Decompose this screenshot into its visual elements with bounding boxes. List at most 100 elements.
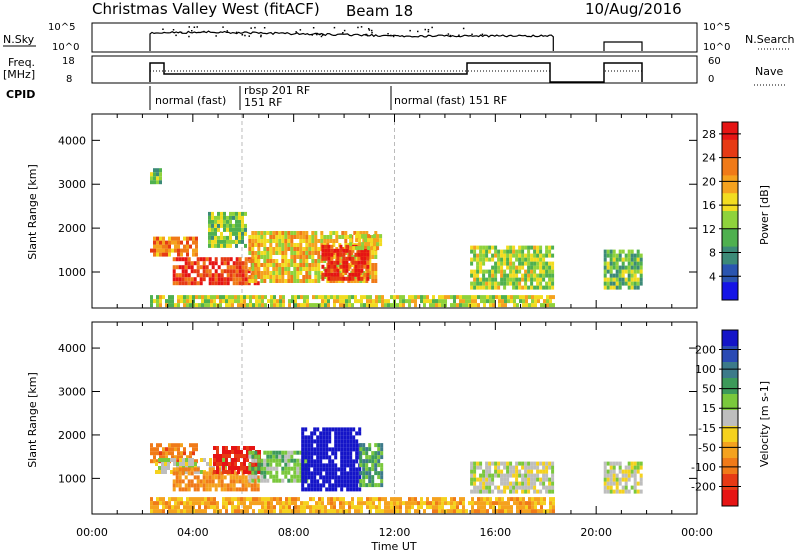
range-cell — [345, 256, 349, 261]
range-cell — [162, 497, 165, 502]
range-cell — [357, 276, 361, 281]
range-cell — [551, 485, 555, 490]
range-cell — [202, 475, 206, 480]
range-cell — [334, 463, 338, 468]
range-cell — [232, 471, 236, 476]
range-cell — [287, 267, 291, 271]
range-cell — [196, 281, 200, 286]
range-cell — [219, 295, 222, 300]
range-cell — [275, 251, 279, 255]
range-cell — [201, 509, 204, 514]
range-cell — [414, 509, 417, 514]
range-cell — [238, 211, 241, 216]
range-cell — [201, 501, 204, 506]
range-cell — [476, 465, 480, 470]
range-cell — [266, 454, 270, 459]
range-cell — [261, 497, 264, 502]
range-cell — [507, 295, 510, 300]
range-cell — [290, 239, 294, 243]
range-cell — [633, 277, 637, 282]
range-cell — [269, 239, 273, 243]
range-cell — [387, 505, 390, 510]
range-cell — [312, 509, 315, 514]
range-cell — [234, 454, 237, 458]
range-cell — [249, 299, 252, 304]
range-cell — [156, 443, 159, 448]
range-cell — [252, 509, 255, 514]
range-cell — [503, 253, 507, 258]
range-cell — [340, 447, 344, 452]
range-cell — [328, 459, 332, 464]
range-cell — [349, 242, 353, 247]
range-cell — [396, 509, 399, 514]
range-cell — [509, 281, 513, 286]
range-cell — [342, 256, 346, 261]
freq-trace — [149, 62, 643, 83]
range-cell — [606, 265, 610, 270]
range-cell — [229, 239, 232, 244]
colorbar-swatch — [722, 157, 738, 176]
range-cell — [621, 257, 625, 262]
range-cell — [226, 243, 229, 248]
range-cell — [190, 261, 194, 266]
range-cell — [275, 231, 279, 235]
range-cell — [159, 236, 162, 241]
range-cell — [357, 252, 361, 257]
range-cell — [257, 275, 261, 279]
range-cell — [352, 459, 356, 464]
range-cell — [192, 451, 195, 456]
range-cell — [315, 501, 318, 506]
range-cell — [495, 497, 498, 502]
range-cell — [542, 485, 546, 490]
range-cell — [150, 295, 153, 300]
range-cell — [156, 176, 159, 181]
range-cell — [483, 299, 486, 304]
range-cell — [545, 265, 549, 270]
range-cell — [515, 489, 519, 494]
range-cell — [527, 273, 531, 278]
range-cell — [630, 269, 634, 274]
range-cell — [299, 235, 303, 239]
range-cell — [301, 467, 305, 472]
range-cell — [177, 447, 180, 452]
range-cell — [530, 461, 534, 466]
range-cell — [216, 462, 219, 466]
range-cell — [313, 487, 317, 492]
range-cell — [548, 265, 552, 270]
range-cell — [275, 235, 279, 239]
range-cell — [363, 303, 366, 308]
colorbar-swatch — [722, 346, 738, 363]
range-cell — [309, 509, 312, 514]
range-cell — [204, 497, 207, 502]
range-cell — [479, 281, 483, 286]
range-cell — [153, 176, 156, 181]
colorbar-swatch — [722, 246, 738, 265]
range-cell — [246, 470, 249, 474]
range-cell — [315, 505, 318, 510]
range-cell — [301, 471, 305, 476]
range-cell — [615, 473, 619, 478]
range-cell — [342, 509, 345, 514]
range-cell — [399, 505, 402, 510]
range-cell — [316, 455, 320, 460]
range-cell — [521, 481, 525, 486]
range-cell — [340, 475, 344, 480]
range-cell — [515, 277, 519, 282]
range-cell — [606, 269, 610, 274]
range-cell — [509, 265, 513, 270]
range-cell — [320, 235, 324, 239]
range-cell — [220, 281, 224, 286]
range-cell — [255, 303, 258, 308]
range-cell — [519, 497, 522, 502]
range-cell — [506, 249, 510, 254]
range-cell — [486, 501, 489, 506]
range-cell — [639, 489, 643, 494]
range-cell — [494, 469, 498, 474]
range-cell — [330, 497, 333, 502]
range-cell — [354, 295, 357, 300]
range-cell — [387, 299, 390, 304]
range-cell — [222, 446, 225, 450]
range-cell — [177, 451, 180, 456]
range-cell — [343, 459, 347, 464]
range-cell — [476, 269, 480, 274]
